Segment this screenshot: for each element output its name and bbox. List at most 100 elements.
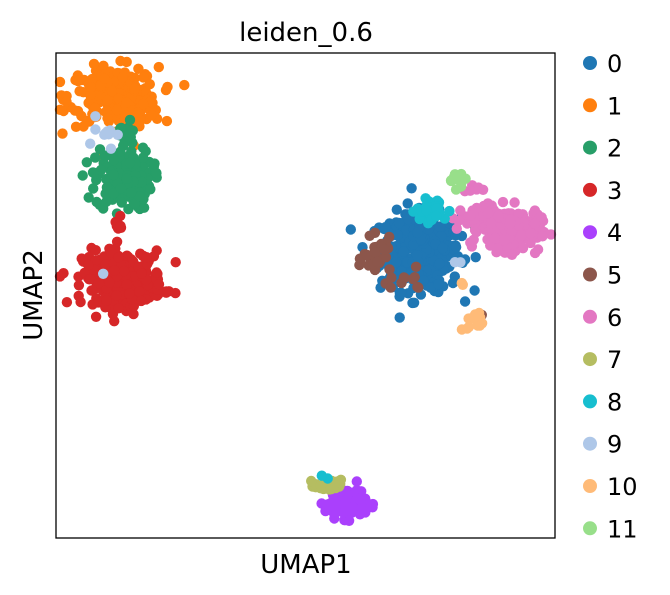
point-9 [112, 129, 123, 140]
point-0 [411, 250, 423, 261]
legend-marker-10 [583, 479, 597, 493]
point-6 [453, 215, 464, 226]
point-8 [444, 205, 455, 217]
series-8 [316, 193, 455, 484]
point-1 [69, 105, 81, 116]
scatter-points [54, 55, 557, 526]
point-4 [356, 501, 368, 513]
point-2 [91, 196, 102, 208]
point-1 [70, 121, 82, 132]
point-2 [138, 202, 150, 213]
point-10 [463, 321, 474, 333]
point-0 [450, 241, 462, 253]
point-2 [125, 187, 137, 198]
point-3 [170, 257, 181, 268]
point-3 [111, 236, 123, 247]
legend-label-11: 11 [607, 515, 638, 543]
point-6 [451, 223, 462, 234]
point-1 [113, 93, 124, 104]
point-0 [395, 287, 407, 298]
point-4 [347, 502, 359, 513]
legend-marker-4 [583, 225, 597, 240]
point-2 [95, 164, 107, 176]
point-1 [102, 113, 113, 124]
point-5 [372, 256, 383, 268]
series-9 [85, 111, 466, 279]
point-2 [77, 170, 88, 181]
point-1 [160, 84, 172, 96]
point-7 [315, 480, 327, 491]
point-4 [351, 476, 362, 487]
point-6 [529, 247, 541, 259]
point-0 [392, 229, 403, 241]
point-6 [465, 210, 476, 221]
point-5 [385, 282, 396, 293]
point-2 [118, 140, 129, 151]
point-6 [499, 235, 510, 246]
point-0 [398, 246, 409, 257]
point-1 [89, 103, 101, 114]
point-8 [420, 193, 431, 204]
point-1 [138, 72, 149, 83]
point-5 [370, 247, 381, 258]
point-4 [343, 515, 355, 526]
point-6 [537, 231, 548, 242]
point-1 [117, 72, 128, 83]
point-3 [113, 303, 124, 314]
point-6 [466, 241, 478, 252]
point-3 [90, 245, 102, 256]
point-11 [445, 175, 457, 186]
point-1 [106, 85, 118, 97]
legend-label-2: 2 [607, 135, 622, 163]
point-6 [497, 196, 509, 208]
point-9 [90, 111, 101, 122]
point-6 [489, 232, 501, 244]
point-10 [471, 310, 482, 322]
point-6 [482, 207, 494, 219]
point-3 [83, 259, 94, 271]
point-3 [136, 295, 147, 307]
point-3 [136, 268, 147, 279]
point-1 [144, 79, 155, 90]
point-0 [459, 296, 471, 307]
point-5 [412, 281, 423, 293]
point-6 [493, 210, 504, 222]
point-9 [98, 268, 109, 279]
point-2 [124, 157, 136, 169]
point-4 [338, 499, 349, 510]
point-3 [104, 277, 115, 288]
point-6 [465, 185, 476, 196]
point-1 [88, 58, 100, 70]
plot-frame [55, 52, 556, 539]
legend-label-7: 7 [607, 346, 622, 374]
point-2 [151, 167, 162, 179]
point-3 [93, 277, 105, 289]
point-9 [90, 124, 101, 135]
point-3 [90, 255, 102, 266]
point-0 [345, 224, 356, 235]
point-1 [102, 94, 114, 106]
point-3 [100, 259, 111, 270]
point-9 [449, 257, 461, 268]
point-0 [401, 225, 412, 236]
point-2 [94, 144, 106, 155]
legend-label-9: 9 [607, 431, 622, 459]
point-3 [75, 296, 86, 308]
point-5 [386, 272, 397, 283]
point-0 [391, 257, 402, 268]
legend-marker-5 [583, 267, 597, 282]
point-3 [111, 290, 122, 301]
point-2 [88, 183, 99, 194]
point-1 [161, 115, 173, 127]
legend-marker-8 [583, 394, 597, 409]
point-2 [121, 173, 133, 184]
point-3 [170, 287, 181, 299]
point-8 [421, 204, 432, 216]
point-2 [145, 184, 156, 195]
point-6 [485, 217, 497, 229]
point-8 [430, 210, 442, 222]
legend-marker-9 [583, 436, 597, 451]
point-6 [516, 229, 527, 241]
point-3 [85, 273, 96, 285]
